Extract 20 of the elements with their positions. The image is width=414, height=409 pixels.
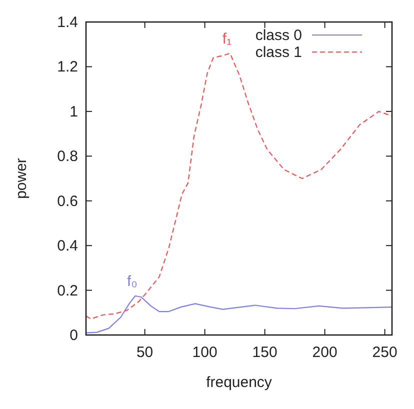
line-series: [85, 295, 393, 334]
legend-label: class 1: [255, 44, 302, 61]
legend-label: class 0: [255, 27, 302, 44]
y-tick-label: 0.4: [57, 238, 78, 255]
x-tick-label: 150: [252, 344, 278, 361]
y-tick-label: 0.8: [57, 148, 78, 166]
x-axis-title: frequency: [206, 374, 272, 391]
annotation: f₀: [126, 272, 138, 290]
y-tick-label: 0: [70, 327, 78, 344]
x-tick-label: 100: [192, 344, 218, 361]
y-tick-label: 0.6: [57, 192, 78, 210]
x-tick-label: 250: [372, 344, 398, 361]
y-tick-label: 0.2: [57, 282, 78, 300]
y-tick-label: 1: [70, 103, 78, 120]
x-tick-label: 50: [136, 344, 154, 361]
x-tick-label: 200: [312, 344, 338, 361]
y-axis-title: power: [13, 158, 30, 199]
annotation: f₁: [222, 30, 232, 48]
y-tick-label: 1.2: [57, 58, 78, 76]
y-tick-label: 1.4: [57, 14, 78, 31]
